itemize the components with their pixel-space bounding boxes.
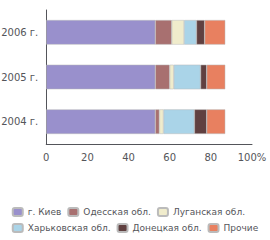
- svg-text:20: 20: [81, 152, 94, 163]
- svg-text:г. Киев: г. Киев: [28, 207, 62, 217]
- svg-text:Одесская обл.: Одесская обл.: [83, 207, 151, 217]
- svg-text:2005 г.: 2005 г.: [1, 72, 38, 83]
- svg-text:2006 г.: 2006 г.: [1, 27, 38, 38]
- svg-text:100%: 100%: [238, 152, 267, 163]
- svg-text:0: 0: [43, 152, 49, 163]
- svg-text:Луганская обл.: Луганская обл.: [173, 207, 245, 217]
- svg-text:Прочие: Прочие: [224, 223, 259, 233]
- svg-text:Харьковская обл.: Харьковская обл.: [28, 223, 111, 233]
- svg-text:2004 г.: 2004 г.: [1, 116, 38, 127]
- svg-text:80: 80: [204, 152, 217, 163]
- svg-text:40: 40: [122, 152, 135, 163]
- svg-text:Донецкая обл.: Донецкая обл.: [133, 223, 202, 233]
- svg-text:60: 60: [163, 152, 176, 163]
